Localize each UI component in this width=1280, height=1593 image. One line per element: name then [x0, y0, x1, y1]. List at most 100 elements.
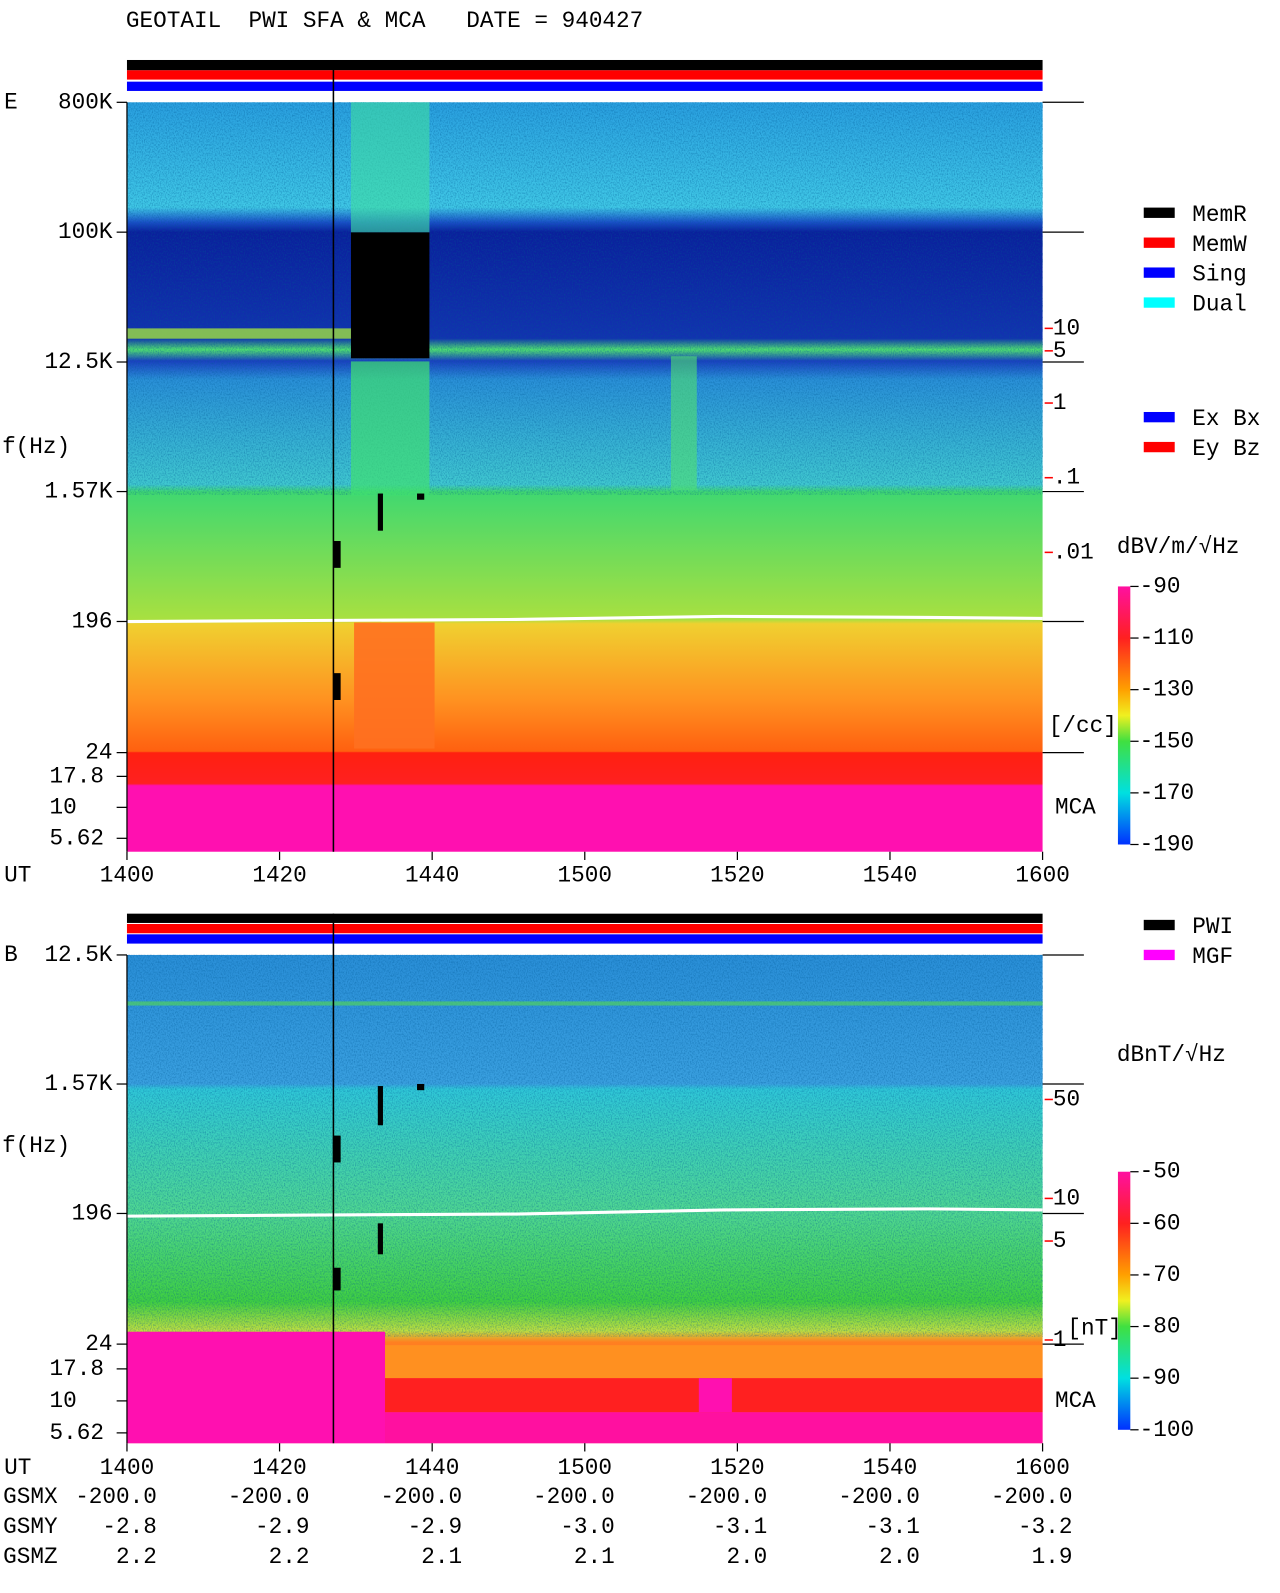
orbit-value: -200.0 — [686, 1484, 768, 1510]
y2-tick-label: 10 — [1053, 315, 1080, 341]
legend-swatch — [1143, 919, 1175, 931]
x-tick-label: 1540 — [863, 862, 917, 888]
orbit-value: 2.0 — [726, 1544, 767, 1570]
x-tick-label: 1420 — [252, 1455, 306, 1481]
y2-axis-label: [nT] — [1067, 1316, 1121, 1342]
legend-swatch — [1143, 949, 1175, 961]
legend-swatch — [1143, 207, 1175, 218]
orbit-value: -3.2 — [1018, 1514, 1072, 1540]
y2-tick-label: 5 — [1053, 1228, 1067, 1254]
orbit-value: -200.0 — [533, 1484, 615, 1510]
mca-label: MCA — [1055, 794, 1096, 820]
orbit-value: -3.1 — [713, 1514, 767, 1540]
x-axis-label: UT — [4, 1455, 31, 1481]
x-tick-label: 1440 — [405, 1455, 459, 1481]
colorbar-tick-label: -90 — [1140, 573, 1181, 599]
x-tick-label: 1600 — [1015, 1455, 1069, 1481]
legend-label: MemW — [1192, 232, 1247, 258]
legend-swatch — [1143, 267, 1175, 278]
spectrogram-b — [126, 913, 1043, 1444]
orbit-label: GSMZ — [3, 1544, 57, 1570]
colorbar-tick-label: -110 — [1140, 625, 1194, 651]
orbit-value: -2.9 — [408, 1514, 462, 1540]
mca-tick-label: 17.8 — [50, 1356, 104, 1382]
orbit-value: -200.0 — [380, 1484, 462, 1510]
x-axis-label: UT — [4, 862, 31, 888]
x-tick-label: 1500 — [558, 862, 612, 888]
mca-tick-label: 5.62 — [50, 1420, 104, 1446]
mca-tick-label: 10 — [50, 794, 77, 820]
y-tick-label: 24 — [85, 1331, 112, 1357]
panel-letter: B — [4, 942, 18, 968]
mca-tick-label: 17.8 — [50, 763, 104, 789]
x-tick-label: 1600 — [1015, 862, 1069, 888]
y-tick-label: 12.5K — [44, 349, 112, 375]
legend-label: MemR — [1192, 202, 1247, 228]
colorbar — [1117, 586, 1131, 845]
orbit-value: 2.2 — [269, 1544, 310, 1570]
x-tick-label: 1400 — [100, 1455, 154, 1481]
orbit-value: 2.0 — [879, 1544, 920, 1570]
colorbar-tick-label: -170 — [1140, 780, 1194, 806]
orbit-value: 2.1 — [421, 1544, 462, 1570]
x-tick-label: 1500 — [558, 1455, 612, 1481]
y-tick-label: 196 — [72, 608, 113, 634]
panel-letter: E — [4, 89, 18, 115]
colorbar-tick-label: -50 — [1140, 1159, 1181, 1185]
y-tick-label: 1.57K — [44, 479, 112, 505]
y-tick-label: 100K — [58, 219, 113, 245]
colorbar-tick-label: -190 — [1140, 832, 1194, 858]
y2-tick-label: 5 — [1053, 338, 1067, 364]
y2-axis-label: [/cc] — [1049, 713, 1117, 739]
colorbar-label: dBnT/√Hz — [1117, 1042, 1226, 1068]
orbit-value: 2.2 — [116, 1544, 157, 1570]
legend-swatch — [1143, 441, 1175, 453]
orbit-value: -2.8 — [102, 1514, 156, 1540]
colorbar-tick-label: -80 — [1140, 1314, 1181, 1340]
legend-label: Sing — [1192, 262, 1246, 288]
y-tick-label: 24 — [85, 740, 112, 766]
x-tick-label: 1520 — [710, 1455, 764, 1481]
orbit-value: -3.0 — [560, 1514, 614, 1540]
y-tick-label: 800K — [58, 89, 113, 115]
mca-label: MCA — [1055, 1388, 1096, 1414]
colorbar-tick-label: -60 — [1140, 1210, 1181, 1236]
y2-tick-label: 1 — [1053, 390, 1067, 416]
orbit-value: 1.9 — [1032, 1544, 1073, 1570]
title: GEOTAIL PWI SFA & MCA DATE = 940427 — [126, 8, 643, 34]
orbit-value: -200.0 — [75, 1484, 157, 1510]
colorbar-tick-label: -70 — [1140, 1262, 1181, 1288]
colorbar-tick-label: -90 — [1140, 1365, 1181, 1391]
colorbar-label: dBV/m/√Hz — [1117, 534, 1240, 560]
orbit-label: GSMY — [3, 1514, 58, 1540]
spectrogram-e — [126, 59, 1043, 852]
legend-label: Ey Bz — [1192, 436, 1260, 462]
orbit-label: GSMX — [3, 1484, 58, 1510]
orbit-value: 2.1 — [574, 1544, 615, 1570]
y2-tick-label: .01 — [1053, 539, 1094, 565]
colorbar-tick-label: -150 — [1140, 728, 1194, 754]
legend-label: MGF — [1192, 944, 1233, 970]
x-tick-label: 1540 — [863, 1455, 917, 1481]
x-tick-label: 1400 — [100, 862, 154, 888]
y-axis-label: f(Hz) — [2, 434, 70, 460]
orbit-value: -200.0 — [991, 1484, 1073, 1510]
colorbar-tick-label: -130 — [1140, 677, 1194, 703]
legend-label: Ex Bx — [1192, 406, 1260, 432]
orbit-value: -3.1 — [865, 1514, 919, 1540]
y2-tick-label: 50 — [1053, 1086, 1080, 1112]
colorbar — [1117, 1171, 1131, 1430]
mca-tick-label: 5.62 — [50, 825, 104, 851]
y2-tick-label: .1 — [1053, 465, 1080, 491]
orbit-value: -200.0 — [838, 1484, 920, 1510]
mca-tick-label: 10 — [50, 1388, 77, 1414]
x-tick-label: 1420 — [252, 862, 306, 888]
orbit-value: -2.9 — [255, 1514, 309, 1540]
legend-swatch — [1143, 297, 1175, 308]
y-tick-label: 1.57K — [44, 1071, 112, 1097]
orbit-value: -200.0 — [228, 1484, 310, 1510]
y-axis-label: f(Hz) — [2, 1133, 70, 1159]
legend-swatch — [1143, 237, 1175, 248]
legend-label: PWI — [1192, 914, 1233, 940]
